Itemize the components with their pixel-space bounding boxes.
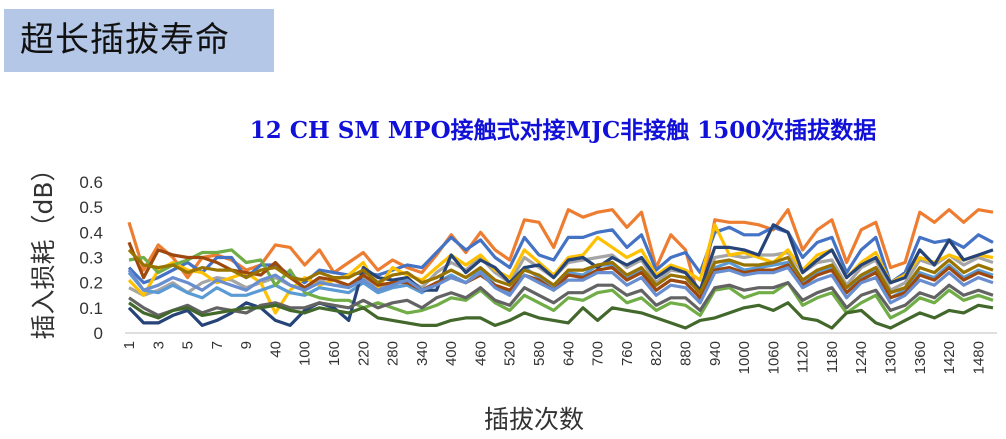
x-tick-label: 9 (238, 341, 255, 349)
series-line-8 (127, 241, 994, 300)
series-line-11 (128, 301, 994, 330)
series-line-1 (127, 208, 994, 305)
x-tick-label: 7 (209, 341, 226, 349)
x-tick-label: 40 (267, 341, 284, 358)
x-tick-label: 220 (355, 341, 372, 366)
x-tick-label: 160 (326, 341, 343, 366)
x-tick-label: 880 (677, 341, 694, 366)
x-tick-label: 520 (502, 341, 519, 366)
x-tick-label: 640 (560, 341, 577, 366)
y-axis-ticks: 0 0.1 0.2 0.3 0.4 0.5 0.6 (79, 173, 103, 343)
series-lines (127, 208, 994, 330)
x-tick-label: 460 (472, 341, 489, 366)
y-tick-label: 0.1 (79, 299, 103, 318)
x-tick-label: 1180 (824, 341, 841, 373)
x-tick-label: 340 (414, 341, 431, 366)
series-line-10 (127, 248, 994, 295)
x-tick-label: 1120 (795, 341, 812, 373)
slide-title: 超长插拔寿命 (20, 20, 230, 60)
x-tick-label: 100 (297, 341, 314, 366)
x-tick-label: 1420 (941, 341, 958, 374)
x-axis-label: 插拔次数 (484, 405, 584, 434)
x-tick-label: 1480 (970, 341, 987, 374)
y-tick-label: 0.2 (79, 274, 103, 293)
x-tick-label: 1360 (912, 341, 929, 374)
x-axis-ticks: 1 3 5 7 9 40 100 160 220 280 340 400 460 520 580 640 700… (121, 341, 987, 374)
x-tick-label: 1240 (853, 341, 870, 374)
x-tick-label: 1060 (765, 341, 782, 374)
y-tick-label: 0.5 (79, 198, 103, 217)
x-tick-label: 1300 (882, 341, 899, 374)
slide-title-banner: 超长插拔寿命 (4, 9, 274, 72)
x-tick-label: 820 (648, 341, 665, 366)
y-tick-label: 0 (94, 324, 103, 343)
y-tick-label: 0.3 (79, 249, 103, 268)
x-tick-label: 1000 (736, 341, 753, 374)
x-tick-label: 940 (707, 341, 724, 366)
x-tick-label: 3 (150, 341, 167, 349)
y-axis-label: 插入损耗（dB） (29, 156, 58, 339)
x-tick-label: 400 (443, 341, 460, 366)
y-tick-label: 0.6 (79, 173, 103, 192)
y-tick-label: 0.4 (79, 223, 103, 242)
x-tick-label: 5 (180, 341, 197, 349)
x-tick-label: 580 (531, 341, 548, 366)
x-tick-label: 280 (385, 341, 402, 366)
series-line-9 (128, 281, 994, 317)
x-tick-label: 1 (121, 341, 138, 349)
series-line-7 (127, 223, 994, 327)
x-tick-label: 700 (590, 341, 607, 366)
x-tick-label: 760 (619, 341, 636, 366)
chart-title: 12 CH SM MPO接触式对接MJC非接触 1500次插拔数据 (250, 117, 877, 144)
series-line-12 (127, 266, 994, 305)
